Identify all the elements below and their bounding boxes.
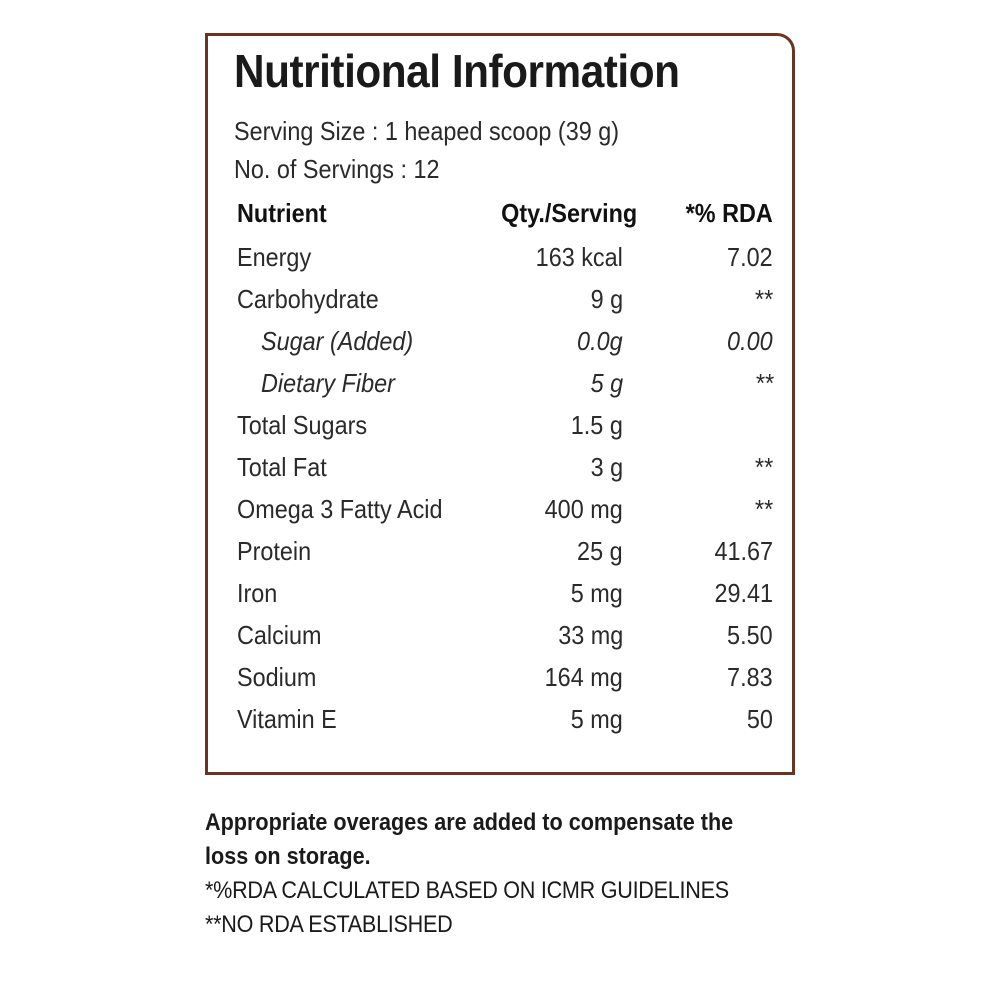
nutrient-name: Sodium bbox=[237, 662, 317, 692]
nutrient-name: Total Fat bbox=[237, 452, 327, 482]
nutrient-rda: 50 bbox=[746, 704, 773, 734]
nutrient-rda: 41.67 bbox=[714, 536, 773, 566]
nutrient-rda: ** bbox=[754, 284, 773, 314]
nutrient-rda: 5.50 bbox=[727, 620, 773, 650]
nutrient-name: Omega 3 Fatty Acid bbox=[237, 494, 443, 524]
table-row: Total Sugars 1.5 g bbox=[237, 410, 777, 452]
table-row: Energy 163 kcal 7.02 bbox=[237, 242, 777, 284]
servings-count: No. of Servings : 12 bbox=[234, 154, 440, 184]
nutrient-qty: 3 g bbox=[590, 452, 623, 482]
nutrient-qty: 5 mg bbox=[570, 704, 623, 734]
nutrient-qty: 0.0g bbox=[577, 326, 623, 356]
nutrient-rda: 0.00 bbox=[727, 326, 773, 356]
table-row: Carbohydrate 9 g ** bbox=[237, 284, 777, 326]
header-rda: *% RDA bbox=[685, 198, 773, 228]
nutrient-qty: 5 g bbox=[590, 368, 623, 398]
panel-title: Nutritional Information bbox=[234, 45, 680, 97]
nutrient-rda: ** bbox=[754, 368, 773, 398]
nutrient-name: Dietary Fiber bbox=[261, 368, 395, 398]
table-row: Total Fat 3 g ** bbox=[237, 452, 777, 494]
nutrient-qty: 5 mg bbox=[570, 578, 623, 608]
overages-note-line1: Appropriate overages are added to compen… bbox=[205, 809, 734, 836]
table-row: Calcium 33 mg 5.50 bbox=[237, 620, 777, 662]
nutrient-rda: 7.83 bbox=[727, 662, 773, 692]
table-row: Dietary Fiber 5 g ** bbox=[237, 368, 777, 410]
nutrient-qty: 25 g bbox=[577, 536, 623, 566]
overages-note-line2: loss on storage. bbox=[205, 843, 371, 870]
nutrient-name: Calcium bbox=[237, 620, 322, 650]
table-body: Energy 163 kcal 7.02 Carbohydrate 9 g ** Sugar… bbox=[237, 242, 777, 746]
table-row: Protein 25 g 41.67 bbox=[237, 536, 777, 578]
table-header-row: Nutrient Qty./Serving *% RDA bbox=[237, 198, 777, 242]
no-rda-note: **NO RDA ESTABLISHED bbox=[205, 911, 453, 938]
nutrition-table: Nutrient Qty./Serving *% RDA Energy 163 k… bbox=[237, 198, 777, 746]
serving-size: Serving Size : 1 heaped scoop (39 g) bbox=[234, 116, 620, 146]
nutrient-name: Protein bbox=[237, 536, 312, 566]
nutrient-qty: 1.5 g bbox=[570, 410, 623, 440]
table-row: Omega 3 Fatty Acid 400 mg ** bbox=[237, 494, 777, 536]
table-row: Sodium 164 mg 7.83 bbox=[237, 662, 777, 704]
table-row: Vitamin E 5 mg 50 bbox=[237, 704, 777, 746]
nutrient-name: Carbohydrate bbox=[237, 284, 379, 314]
nutrient-qty: 9 g bbox=[590, 284, 623, 314]
header-nutrient: Nutrient bbox=[237, 198, 327, 228]
nutrient-name: Vitamin E bbox=[237, 704, 337, 734]
table-row: Sugar (Added) 0.0g 0.00 bbox=[237, 326, 777, 368]
nutrient-qty: 163 kcal bbox=[535, 242, 623, 272]
nutrition-panel: Nutritional Information Serving Size : 1… bbox=[205, 33, 795, 775]
nutrient-rda: ** bbox=[754, 494, 773, 524]
nutrient-rda: 29.41 bbox=[714, 578, 773, 608]
header-qty: Qty./Serving bbox=[500, 198, 637, 228]
nutrient-qty: 33 mg bbox=[557, 620, 623, 650]
nutrient-name: Iron bbox=[237, 578, 278, 608]
nutrient-qty: 164 mg bbox=[544, 662, 623, 692]
rda-calc-note: *%RDA CALCULATED BASED ON ICMR GUIDELINE… bbox=[205, 877, 729, 904]
nutrient-name: Total Sugars bbox=[237, 410, 368, 440]
table-row: Iron 5 mg 29.41 bbox=[237, 578, 777, 620]
nutrient-name: Energy bbox=[237, 242, 312, 272]
nutrient-qty: 400 mg bbox=[544, 494, 623, 524]
nutrient-name: Sugar (Added) bbox=[261, 326, 414, 356]
nutrient-rda: ** bbox=[754, 452, 773, 482]
nutrient-rda: 7.02 bbox=[727, 242, 773, 272]
footnotes: Appropriate overages are added to compen… bbox=[205, 806, 805, 942]
